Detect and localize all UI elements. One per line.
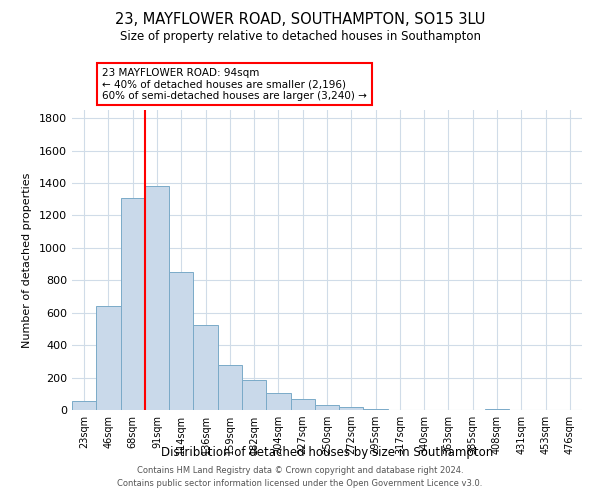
Bar [96,306,121,410]
Bar [72,401,96,410]
Bar [339,407,364,410]
Bar [364,408,388,410]
Text: Contains HM Land Registry data © Crown copyright and database right 2024.
Contai: Contains HM Land Registry data © Crown c… [118,466,482,487]
Bar [315,405,339,410]
Text: 23 MAYFLOWER ROAD: 94sqm
← 40% of detached houses are smaller (2,196)
60% of sem: 23 MAYFLOWER ROAD: 94sqm ← 40% of detach… [102,68,367,100]
Bar [218,365,242,410]
Bar [169,272,193,410]
Text: Distribution of detached houses by size in Southampton: Distribution of detached houses by size … [161,446,493,459]
Bar [145,186,169,410]
Bar [266,394,290,410]
Text: 23, MAYFLOWER ROAD, SOUTHAMPTON, SO15 3LU: 23, MAYFLOWER ROAD, SOUTHAMPTON, SO15 3L… [115,12,485,28]
Bar [193,324,218,410]
Y-axis label: Number of detached properties: Number of detached properties [22,172,32,348]
Bar [290,399,315,410]
Text: Size of property relative to detached houses in Southampton: Size of property relative to detached ho… [119,30,481,43]
Bar [485,409,509,410]
Bar [121,198,145,410]
Bar [242,380,266,410]
